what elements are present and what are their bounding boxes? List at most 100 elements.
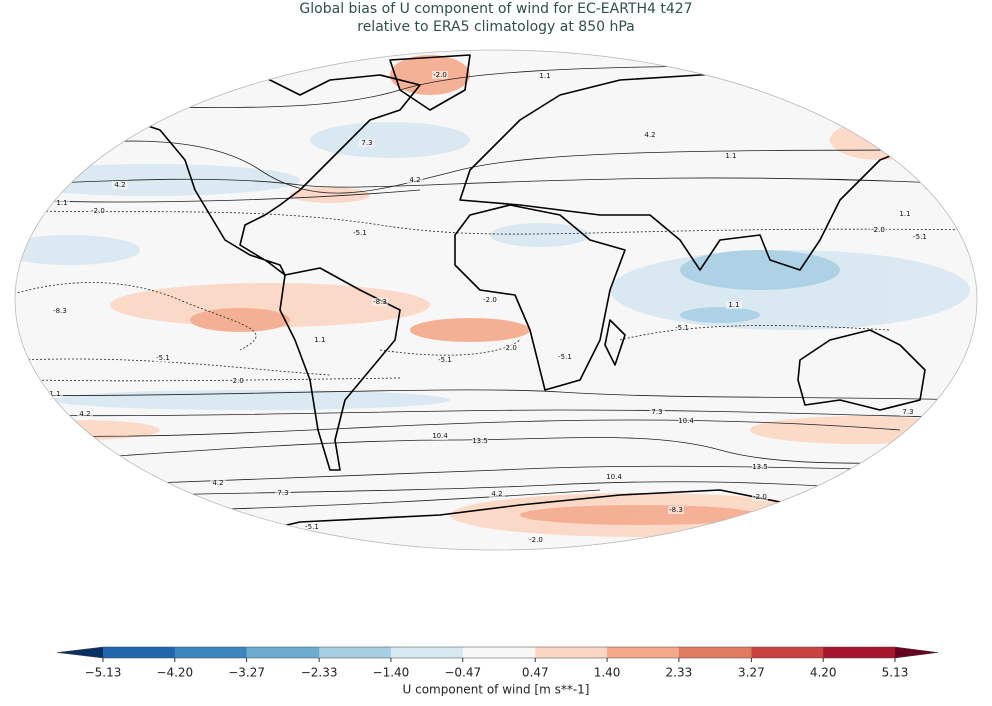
colorbar-tick-label: −2.33 — [301, 666, 338, 680]
contour-label-bg — [275, 489, 291, 497]
contour-label: 1.1 — [209, 58, 220, 66]
contour-label-bg — [927, 133, 943, 141]
colorbar-extend-high — [895, 647, 938, 658]
contour-label: 1.1 — [725, 152, 736, 160]
contour-label: 7.3 — [84, 144, 95, 152]
contour-label: -8.3 — [669, 506, 683, 514]
contour-label-bg — [912, 233, 928, 241]
contour-label-bg — [537, 72, 553, 80]
contour-label-bg — [82, 144, 98, 152]
contour-label: 13.5 — [472, 437, 488, 445]
map: 1.1 1.1 4.2 -2.0 7.3 7.3 4.2 1.1 -2.0 4.2 -5.1 -8.3… — [15, 50, 977, 550]
contour-label: 7.3 — [277, 489, 288, 497]
contour-label-bg — [642, 131, 658, 139]
colorbar-bin — [751, 647, 824, 658]
colorbar-bin — [823, 647, 896, 658]
contour-label: 1.1 — [899, 210, 910, 218]
contour-label: -5.1 — [913, 233, 927, 241]
contour-label-bg — [210, 479, 226, 487]
contour-label-bg — [54, 199, 70, 207]
title-line: relative to ERA5 climatology at 850 hPa — [357, 19, 634, 35]
contour-label: 1.1 — [49, 390, 60, 398]
colorbar-tick-label: −4.20 — [156, 666, 193, 680]
colorbar-bin — [607, 647, 680, 658]
contour-label-bg — [359, 139, 375, 147]
colorbar-bin — [103, 647, 176, 658]
contour-label-bg — [227, 510, 243, 518]
contour-label: -2.0 — [230, 377, 244, 385]
colorbar-extend-low — [57, 647, 103, 658]
contour-label-bg — [352, 229, 368, 237]
contour-label: -2.0 — [433, 71, 447, 79]
title-line: Global bias of U component of wind for E… — [299, 1, 692, 17]
contour-label: -5.1 — [353, 229, 367, 237]
contour-label-bg — [207, 58, 223, 66]
contour-label: 7.3 — [361, 139, 372, 147]
colorbar-bin — [390, 647, 464, 658]
contour-label-bg — [763, 54, 779, 62]
contour-label: 4.2 — [409, 176, 420, 184]
colorbar-tick-label: 2.33 — [666, 666, 693, 680]
colorbar-tick-label: 3.27 — [738, 666, 765, 680]
contour-label: -2.0 — [871, 226, 885, 234]
colorbar-bin — [462, 647, 536, 658]
contour-label: -5.1 — [558, 353, 572, 361]
contour-label: 4.2 — [644, 131, 655, 139]
contour-label: -8.3 — [53, 307, 67, 315]
contour-label-bg — [155, 354, 171, 362]
contour-label: 7.3 — [64, 432, 75, 440]
colorbar-tick-label: −0.47 — [444, 666, 481, 680]
contour-label-bg — [649, 408, 665, 416]
contour-label-bg — [229, 377, 245, 385]
contour-label-bg — [870, 226, 886, 234]
contour-label: -2.0 — [529, 536, 543, 544]
contour-label: 13.5 — [752, 463, 768, 471]
contour-label-bg — [432, 71, 448, 79]
contour-label-bg — [723, 152, 739, 160]
contour-label-bg — [674, 324, 690, 332]
contour-label-bg — [407, 176, 423, 184]
contour-label-bg — [557, 353, 573, 361]
contour-label-bg — [752, 463, 768, 471]
contour-label: 4.2 — [765, 54, 776, 62]
contour-label-bg — [482, 296, 498, 304]
contour-label-bg — [432, 432, 448, 440]
contour-label: 7.3 — [651, 408, 662, 416]
contour-label-bg — [472, 437, 488, 445]
colorbar-tick-label: −3.27 — [228, 666, 265, 680]
colorbar-tick-label: 4.20 — [810, 666, 837, 680]
contour-label: 4.2 — [212, 479, 223, 487]
contour-label-bg — [437, 356, 453, 364]
contour-label: -2.0 — [503, 344, 517, 352]
map-frame — [14, 49, 978, 551]
contour-label-bg — [678, 417, 694, 425]
colorbar-tick-label: 5.13 — [882, 666, 909, 680]
contour-label-bg — [372, 298, 388, 306]
contour-label: 4.2 — [79, 410, 90, 418]
contour-label: 10.4 — [432, 432, 448, 440]
contour-label-bg — [47, 390, 63, 398]
colorbar-bin — [246, 647, 320, 658]
contour-label: 1.1 — [539, 72, 550, 80]
colorbar-tick-label: −5.13 — [85, 666, 122, 680]
colorbar-tick-label: 1.40 — [594, 666, 621, 680]
contour-label-bg — [606, 473, 622, 481]
contour-label-bg — [900, 408, 916, 416]
colorbar-tick-label: −1.40 — [373, 666, 410, 680]
contour-label: 4.2 — [929, 133, 940, 141]
contour-label-bg — [668, 506, 684, 514]
colorbar-label: U component of wind [m s**-1] — [403, 683, 590, 697]
contour-label-bg — [52, 307, 68, 315]
contour-label-bg — [897, 210, 913, 218]
contour-label: -5.1 — [156, 354, 170, 362]
contour-label: 10.4 — [606, 473, 622, 481]
contour-label: 4.2 — [491, 490, 502, 498]
contour-label: 1.1 — [314, 336, 325, 344]
contour-label: 1.1 — [728, 301, 739, 309]
contour-label-bg — [304, 523, 320, 531]
colorbar-bin — [174, 647, 248, 658]
contour-label-bg — [489, 490, 505, 498]
contour-label: 7.3 — [924, 183, 935, 191]
contour-label-bg — [90, 207, 106, 215]
